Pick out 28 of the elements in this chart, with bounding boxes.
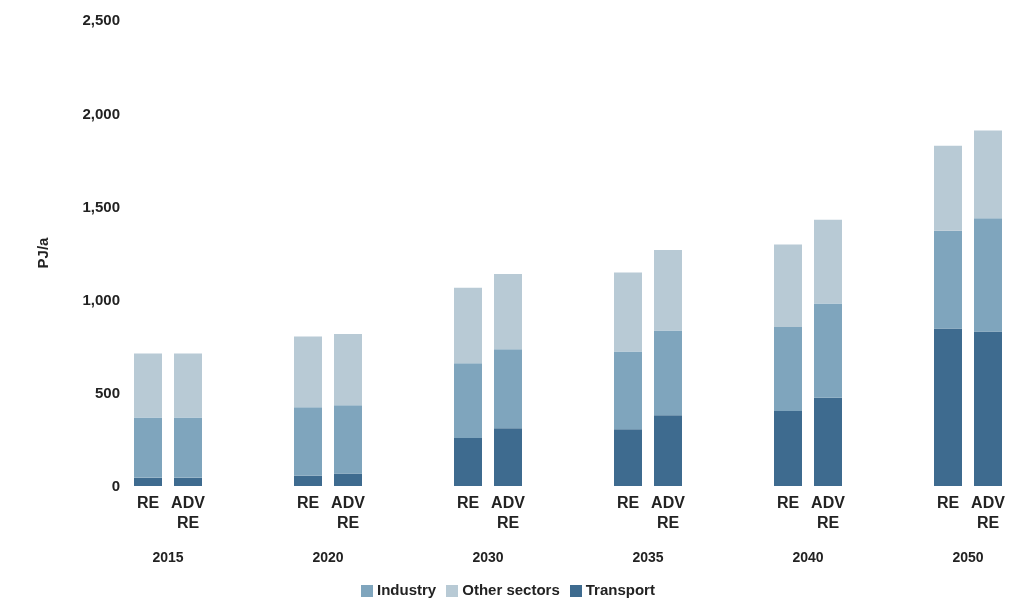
y-tick-label: 500: [94, 384, 120, 402]
text: 2020: [312, 549, 344, 565]
text: 2050: [952, 549, 984, 565]
x-tick-label: RE: [776, 494, 800, 511]
x-tick-label: RE: [296, 494, 320, 511]
x-tick-label: ADV RE: [331, 494, 366, 531]
y-tick-label: 1,500: [82, 197, 120, 215]
x-tick-label: ADV RE: [971, 494, 1006, 531]
text: 2015: [152, 549, 184, 565]
x-tick-label: RE: [456, 494, 480, 511]
y-tick-label: 2,000: [82, 104, 120, 122]
x-tick-label: ADV RE: [811, 494, 846, 531]
x-tick-label: RE: [136, 494, 160, 511]
x-tick-label: RE: [936, 494, 960, 511]
x-tick-label: ADV RE: [651, 494, 686, 531]
x-tick-label: ADV RE: [491, 494, 526, 531]
legend-label: Transport: [585, 581, 655, 598]
legend-label: Industry: [377, 581, 437, 598]
y-tick-label: 0: [111, 477, 120, 495]
legend-label: Other sectors: [462, 581, 560, 598]
y-tick-label: 2,500: [82, 11, 120, 29]
y-axis-title: PJ/a: [34, 236, 52, 269]
text: 2030: [472, 549, 504, 565]
x-tick-label: ADV RE: [171, 494, 206, 531]
text: 2035: [632, 549, 664, 565]
text: 2040: [792, 549, 824, 565]
y-tick-label: 1,000: [82, 290, 120, 308]
x-tick-label: RE: [616, 494, 640, 511]
